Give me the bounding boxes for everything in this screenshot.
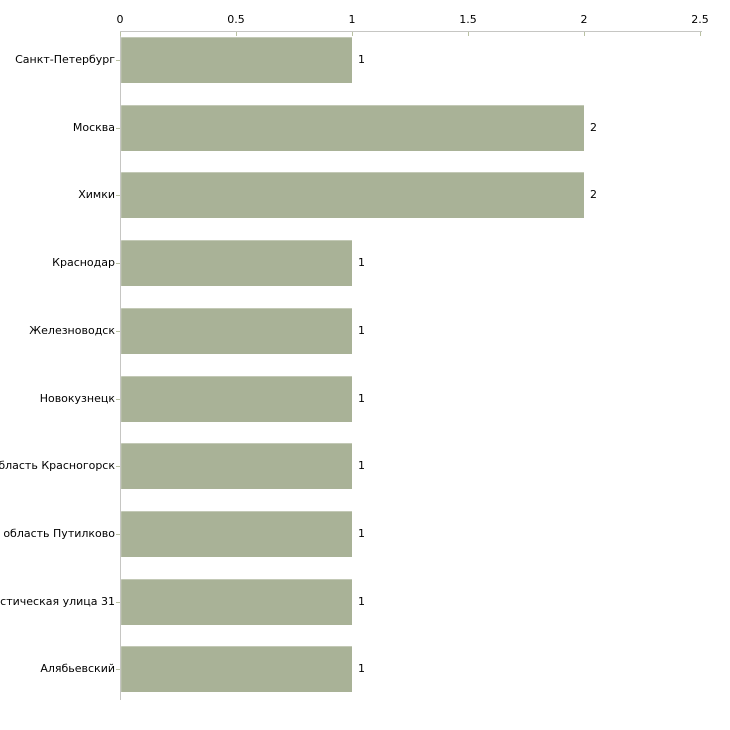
- category-label-wrap: Москва: [0, 120, 115, 136]
- x-tick-mark: [700, 32, 701, 36]
- x-tick-label: 0.5: [227, 13, 245, 26]
- bar: [121, 646, 352, 692]
- bar: [121, 376, 352, 422]
- category-label: Санкт-Петербург: [15, 53, 115, 66]
- bar: [121, 579, 352, 625]
- bar-value-label: 1: [358, 53, 365, 66]
- category-label-wrap: Новокузнецк: [0, 391, 115, 407]
- bar: [121, 308, 352, 354]
- bar: [121, 105, 584, 151]
- bar: [121, 511, 352, 557]
- category-label: Железноводск: [29, 323, 115, 337]
- category-label-wrap: Железноводск: [0, 323, 115, 339]
- category-tick-mark: [116, 466, 120, 467]
- x-axis-line: [120, 31, 702, 32]
- category-label-wrap: Алябьевский: [0, 661, 115, 677]
- category-tick-mark: [116, 534, 120, 535]
- x-tick-mark: [236, 32, 237, 36]
- bar-value-label: 2: [590, 120, 597, 134]
- bar-value-label: 1: [358, 594, 365, 608]
- category-tick-mark: [116, 669, 120, 670]
- category-label: Москва: [72, 120, 115, 134]
- x-tick-label: 2: [580, 13, 588, 26]
- x-tick-mark: [120, 32, 121, 36]
- x-tick-label: 0: [116, 13, 124, 26]
- bar: [121, 172, 584, 218]
- category-label: я область Путилково: [0, 526, 115, 540]
- bar: [121, 443, 352, 489]
- category-label-wrap: истическая улица 31: [0, 594, 115, 610]
- category-tick-mark: [116, 60, 120, 61]
- x-tick-mark: [352, 32, 353, 36]
- category-tick-mark: [116, 128, 120, 129]
- category-tick-mark: [116, 602, 120, 603]
- bar: [121, 240, 352, 286]
- category-label-wrap: Санкт-Петербург: [0, 52, 115, 68]
- x-tick-mark: [584, 32, 585, 36]
- category-label: область Красногорск: [0, 459, 115, 473]
- category-label: истическая улица 31: [0, 594, 115, 608]
- category-label: Химки: [78, 188, 115, 202]
- category-tick-mark: [116, 331, 120, 332]
- bar-value-label: 2: [590, 188, 597, 202]
- category-label: Алябьевский: [40, 662, 115, 676]
- x-tick-label: 1: [348, 13, 356, 26]
- category-label: Новокузнецк: [39, 391, 115, 405]
- category-label-wrap: я область Путилково: [0, 526, 115, 542]
- category-label-wrap: область Красногорск: [0, 458, 115, 474]
- x-tick-mark: [468, 32, 469, 36]
- bar-value-label: 1: [358, 391, 365, 405]
- bar-value-label: 1: [358, 526, 365, 540]
- bar-value-label: 1: [358, 459, 365, 473]
- category-tick-mark: [116, 399, 120, 400]
- bar: [121, 37, 352, 83]
- bar-value-label: 1: [358, 256, 365, 270]
- category-tick-mark: [116, 263, 120, 264]
- category-tick-mark: [116, 195, 120, 196]
- x-tick-label: 1.5: [459, 13, 477, 26]
- bar-value-label: 1: [358, 323, 365, 337]
- bar-value-label: 1: [358, 662, 365, 676]
- y-axis-line: [120, 31, 121, 700]
- category-label-wrap: Краснодар: [0, 255, 115, 271]
- category-label: Краснодар: [52, 256, 115, 270]
- category-label-wrap: Химки: [0, 187, 115, 203]
- x-tick-label: 2.5: [691, 13, 709, 26]
